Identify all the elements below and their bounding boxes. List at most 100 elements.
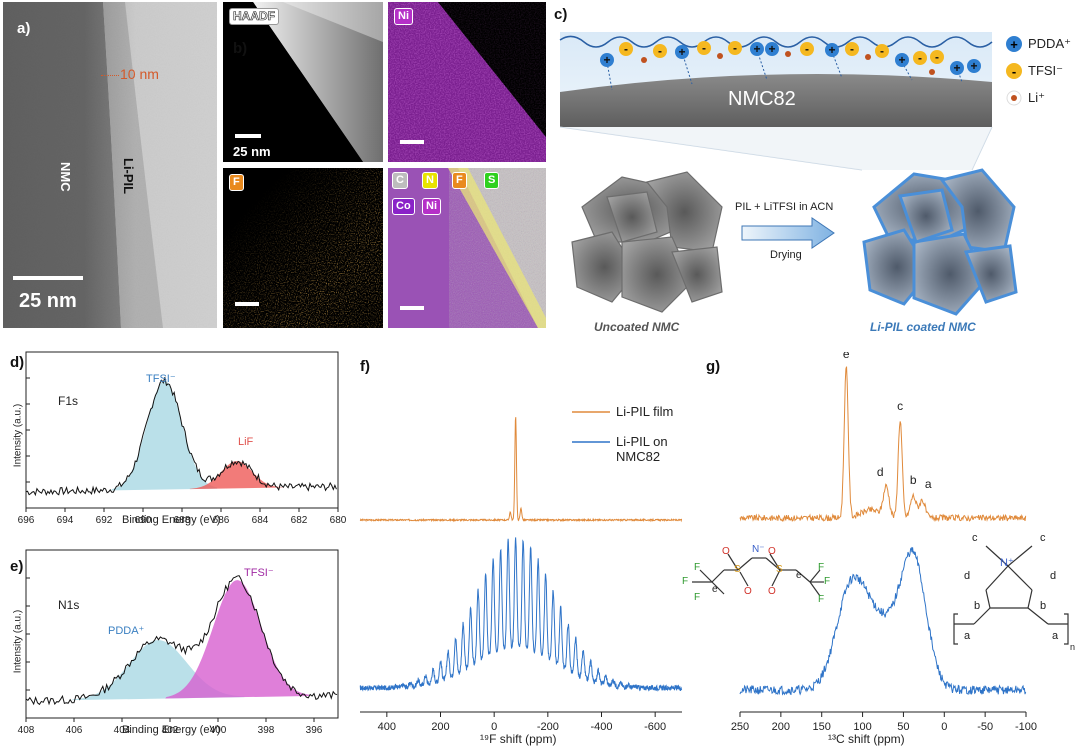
x-tick-label: 0: [491, 721, 497, 733]
panel-a-label: a): [17, 20, 31, 37]
x-tick-label: -50: [977, 721, 993, 733]
x-tick-label: -200: [537, 721, 559, 733]
pdda-structure: N⁺ c c d d b b a a n: [950, 528, 1078, 658]
panel-c-schematic: c) + - - + - -: [552, 2, 1080, 338]
pdda-c1-label: c: [972, 532, 978, 544]
particle-label: NMC82: [728, 88, 796, 110]
svg-text:+: +: [678, 45, 685, 59]
pdda-d1-label: d: [964, 570, 971, 582]
tfsi-e2-label: e: [796, 570, 802, 581]
peak-label-d: d: [877, 465, 884, 479]
panel-c-label: c): [554, 6, 568, 23]
film-spectrum: [739, 366, 1027, 523]
x-tick-label: 690: [135, 515, 152, 526]
x-tick-label: -100: [1015, 721, 1037, 733]
pdda-a1-label: a: [964, 630, 971, 642]
c-tag: C: [392, 172, 408, 189]
panel-g-chart: 250 200 150 100 50 0 -50 -100 e c d b a g) ¹³C shift…: [700, 347, 1080, 750]
ni-map-svg: [388, 2, 546, 162]
tfsi-s2-label: S: [776, 564, 783, 575]
svg-text:-: -: [918, 51, 922, 65]
x-tick-label: 250: [731, 721, 749, 733]
svg-text:-: -: [624, 42, 628, 56]
panel-d-label: d): [10, 354, 25, 371]
x-tick-label: -400: [590, 721, 612, 733]
svg-text:-: -: [850, 42, 854, 56]
svg-text:-: -: [1012, 64, 1016, 79]
x-tick-label: 200: [772, 721, 790, 733]
pdda-c2-label: c: [1040, 532, 1046, 544]
svg-text:+: +: [970, 59, 977, 73]
x-tick-label: 406: [66, 725, 83, 736]
panel-d-ylabel: Intensity (a.u.): [12, 403, 24, 468]
pdda-structure-svg: [953, 545, 1069, 645]
tfsi-n-label: N⁻: [752, 544, 765, 555]
x-tick-label: 408: [18, 725, 35, 736]
co-tag: Co: [392, 198, 415, 215]
s-tag: S: [484, 172, 500, 189]
tfsi-f6-label: F: [818, 594, 825, 605]
tfsi-o1-label: O: [722, 546, 730, 557]
process-bottom-label: Drying: [770, 249, 802, 261]
panel-a-scale-label: 25 nm: [19, 290, 77, 312]
panel-a-tem-image: a) 10 nm NMC Li-PIL 25 nm: [3, 2, 217, 328]
coated-particle: [862, 168, 1018, 316]
nmc-spectrum: [739, 546, 1027, 696]
panel-e-label: e): [10, 558, 24, 575]
panel-g-xlabel: ¹³C shift (ppm): [828, 732, 905, 746]
svg-text:-: -: [935, 50, 939, 64]
x-tick-label: 400: [378, 721, 396, 733]
x-tick-label: 398: [258, 725, 275, 736]
x-tick-label: 400: [210, 725, 227, 736]
pdda-n-sub: n: [1070, 642, 1076, 652]
panel-f-xlabel: ¹⁹F shift (ppm): [480, 732, 557, 746]
panel-e-peak1-label: PDDA⁺: [108, 625, 145, 637]
tfsi-f4-label: F: [824, 576, 831, 587]
x-tick-label: 682: [291, 515, 308, 526]
panel-d-title: F1s: [58, 394, 79, 408]
ions: + - - + - - + + - + - - + - - + +: [600, 41, 981, 75]
tfsi-o4-label: O: [768, 586, 776, 597]
tfsi-f5-label: F: [818, 562, 825, 573]
panel-e-chart: 408 406 404 402 400 398 396 e) N1s PDDA⁺ TFSI⁻…: [0, 540, 350, 745]
nmc-region-label: NMC: [58, 162, 73, 192]
f-map-svg: [223, 168, 383, 328]
pdda-d2-label: d: [1050, 570, 1057, 582]
f-tag: F: [229, 174, 244, 191]
svg-text:+: +: [603, 53, 610, 67]
pdda-a2-label: a: [1052, 630, 1059, 642]
coated-label: Li-PIL coated NMC: [870, 320, 976, 334]
panel-e-title: N1s: [58, 598, 80, 612]
f-map: F: [223, 168, 383, 328]
li-pil-region-label: Li-PIL: [121, 158, 136, 195]
svg-text:+: +: [768, 42, 775, 56]
nmc-spectrum: [359, 537, 683, 692]
x-tick-label: 684: [252, 515, 269, 526]
legend-plus-icon: [1006, 36, 1022, 52]
legend-pdda-label: PDDA⁺: [1028, 36, 1071, 51]
ni2-tag: Ni: [422, 198, 441, 215]
svg-text:+: +: [898, 53, 905, 67]
x-tick-label: 404: [114, 725, 131, 736]
uncoated-label: Uncoated NMC: [594, 320, 680, 334]
f2-tag: F: [452, 172, 467, 189]
peak-label-e: e: [843, 352, 850, 361]
legend-minus-icon: [1006, 63, 1022, 79]
x-tick-label: 692: [96, 515, 113, 526]
x-tick-label: 200: [431, 721, 449, 733]
peak-label-a: a: [925, 477, 932, 491]
ni-map: Ni: [388, 2, 546, 162]
tfsi-f1-label: F: [682, 576, 689, 587]
legend-li-label: Li⁺: [1028, 90, 1045, 105]
panel-f-chart: 400 200 0 -200 -400 -600 f) Li-PIL film Li-PI…: [352, 352, 692, 750]
svg-text:+: +: [1010, 37, 1018, 52]
haadf-tag: HAADF: [229, 8, 279, 25]
process-top-label: PIL + LiTFSI in ACN: [735, 201, 834, 213]
peak-label-b: b: [910, 473, 917, 487]
panel-d-chart: 696 694 692 690 688 686 684 682 680 d) F1s TFSI⁻…: [0, 342, 350, 532]
panel-b-scale-label: 25 nm: [233, 144, 271, 159]
panel-f-label: f): [360, 358, 370, 375]
tem-image-svg: [3, 2, 217, 328]
legend-tfsi-label: TFSI⁻: [1028, 63, 1064, 78]
